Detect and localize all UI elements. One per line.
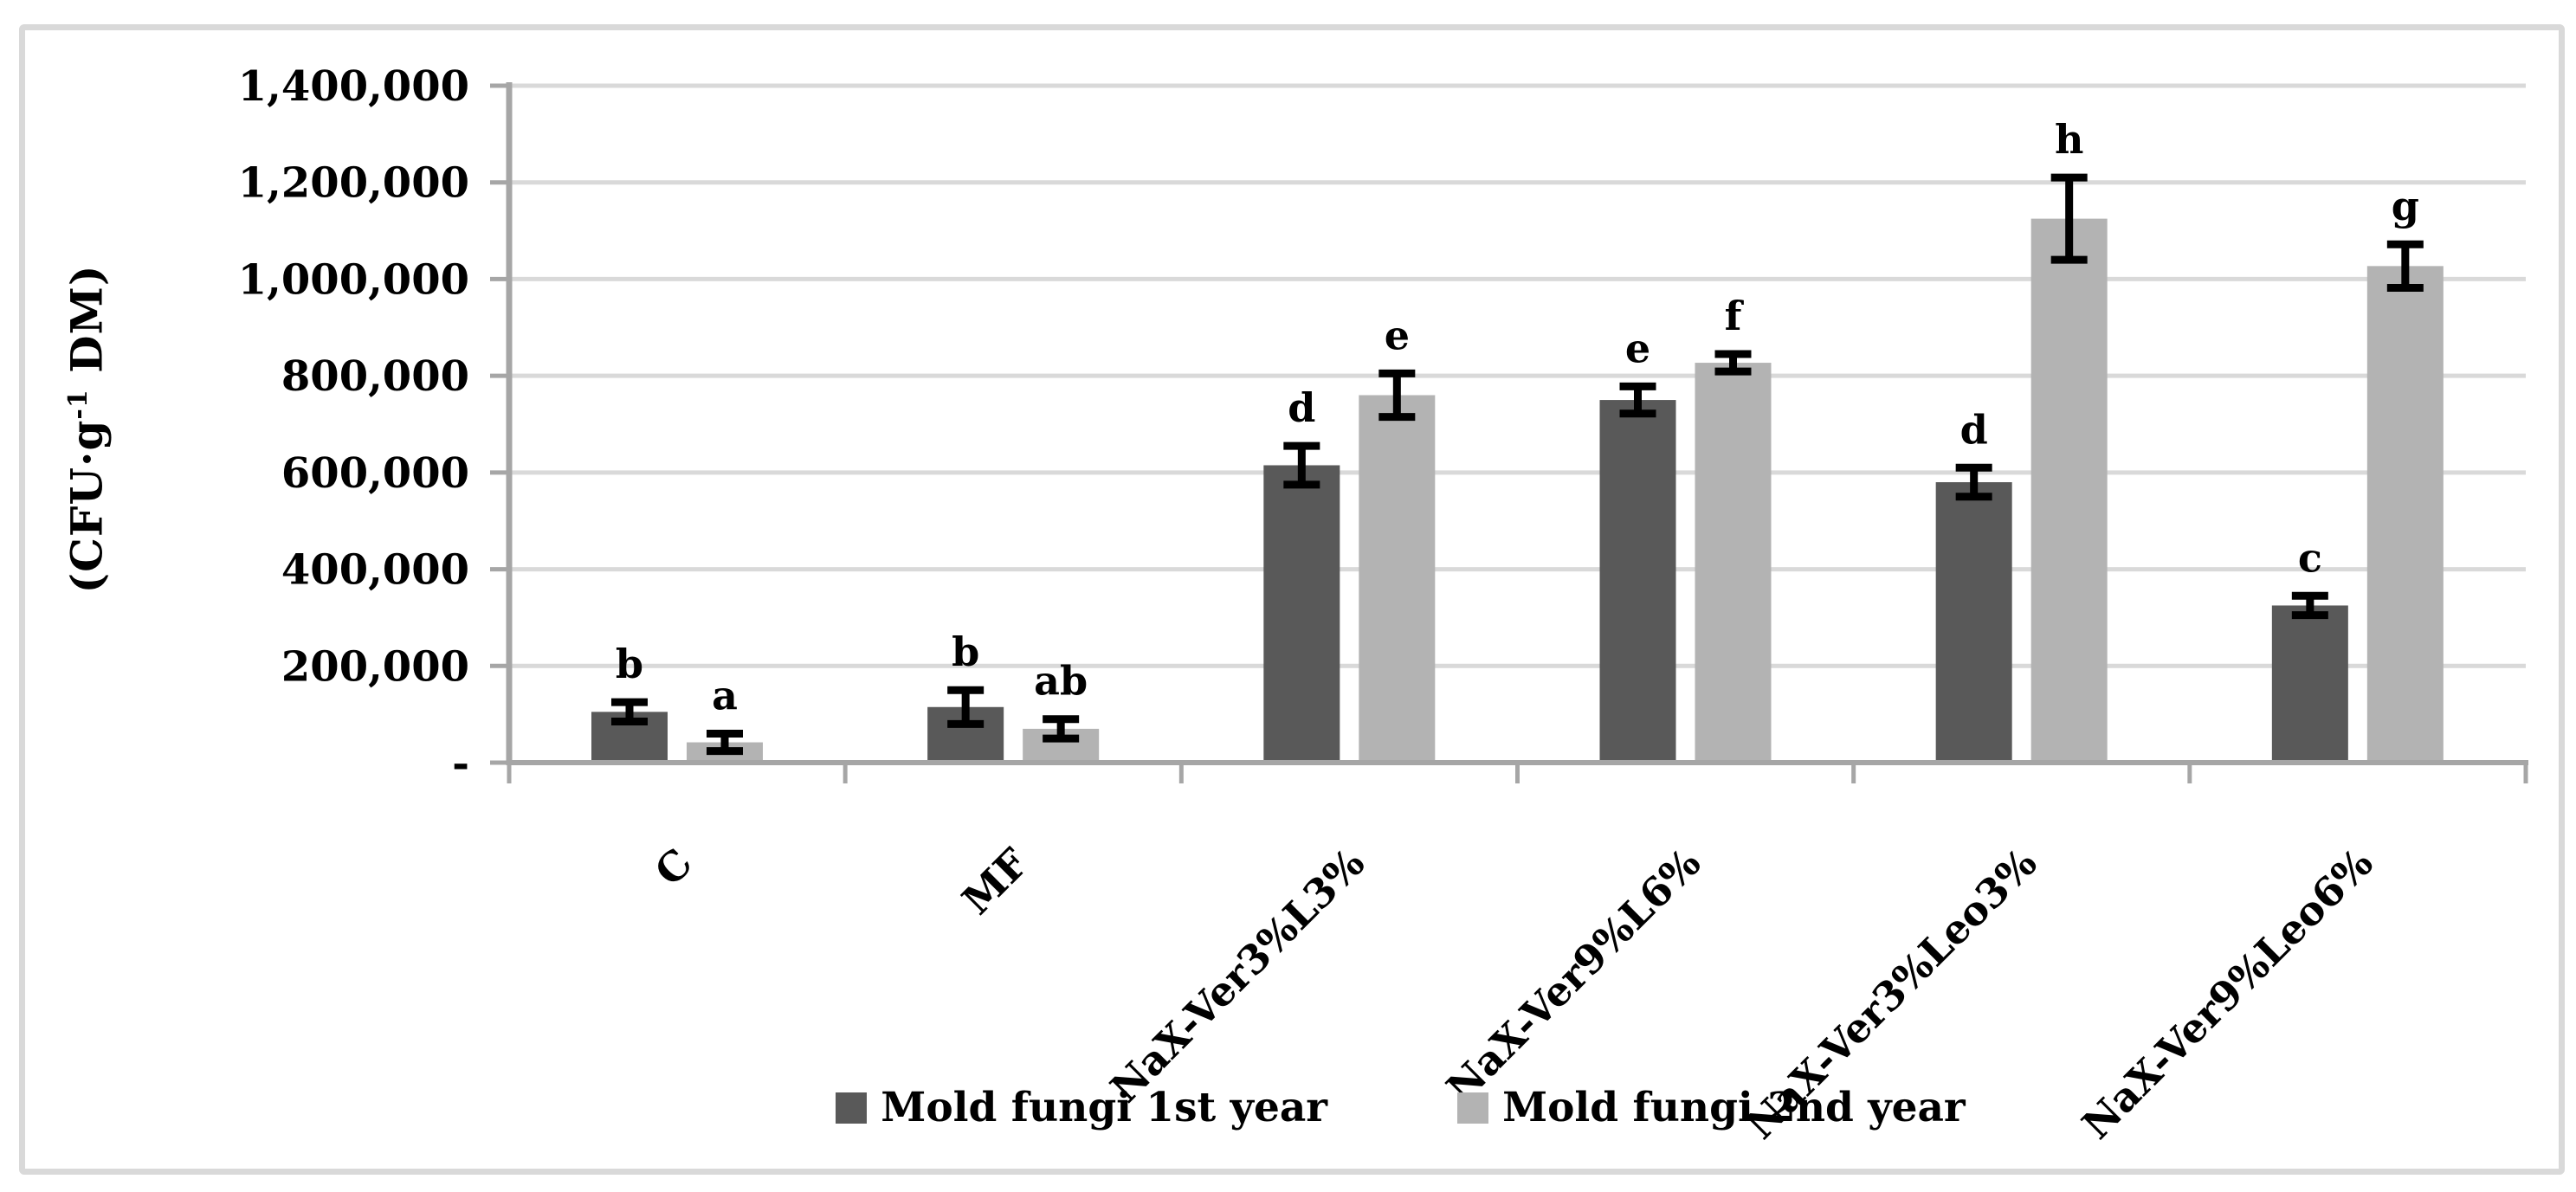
bar-mold-fungi-1st-year-NaX-Ver3%L3% (1263, 465, 1340, 763)
bar-mold-fungi-2nd-year-NaX-Ver9%L6% (1695, 363, 1772, 763)
x-category-label: NaX-Ver3%L3% (1101, 840, 1373, 1111)
y-tick-label: 1,000,000 (238, 255, 469, 304)
y-tick-label: - (452, 739, 469, 788)
significance-letter: d (1288, 384, 1315, 431)
significance-letter: b (616, 641, 643, 687)
bar-mold-fungi-2nd-year-NaX-Ver9%Leo6% (2366, 266, 2444, 763)
legend: Mold fungi 1st year Mold fungi 2nd year (113, 1084, 2576, 1131)
y-tick-label: 1,400,000 (238, 62, 469, 111)
legend-label-1st-year: Mold fungi 1st year (881, 1084, 1328, 1131)
legend-item-1st-year: Mold fungi 1st year (836, 1084, 1327, 1131)
legend-swatch-2nd-year-icon (1457, 1092, 1489, 1124)
significance-letter: a (712, 672, 738, 718)
x-category-label: NaX-Ver9%L6% (1437, 840, 1709, 1111)
x-category-label: MF (953, 839, 1038, 924)
legend-swatch-1st-year-icon (836, 1092, 868, 1124)
significance-letter: c (2298, 534, 2322, 581)
bar-mold-fungi-2nd-year-NaX-Ver3%Leo3% (2030, 218, 2108, 763)
y-tick-label: 600,000 (281, 449, 469, 498)
x-category-label: C (646, 840, 701, 895)
significance-letter: b (952, 628, 979, 675)
y-tick-label: 400,000 (281, 546, 469, 595)
significance-letter: e (1385, 312, 1410, 358)
significance-letter: e (1625, 325, 1650, 371)
legend-label-2nd-year: Mold fungi 2nd year (1502, 1084, 1966, 1131)
bar-mold-fungi-1st-year-NaX-Ver3%Leo3% (1935, 482, 2012, 763)
bar-mold-fungi-1st-year-NaX-Ver9%L6% (1599, 400, 1676, 763)
significance-letter: h (2055, 116, 2083, 163)
y-tick-label: 1,200,000 (238, 159, 469, 208)
y-tick-label: 800,000 (281, 352, 469, 401)
significance-letter: f (1725, 293, 1745, 339)
bar-mold-fungi-2nd-year-NaX-Ver3%L3% (1359, 395, 1436, 763)
y-tick-label: 200,000 (281, 642, 469, 691)
bar-mold-fungi-1st-year-NaX-Ver9%Leo6% (2271, 605, 2348, 763)
significance-letter: g (2392, 183, 2419, 229)
significance-letter: ab (1034, 658, 1088, 705)
significance-letter: d (1960, 406, 1988, 453)
legend-item-2nd-year: Mold fungi 2nd year (1457, 1084, 1966, 1131)
